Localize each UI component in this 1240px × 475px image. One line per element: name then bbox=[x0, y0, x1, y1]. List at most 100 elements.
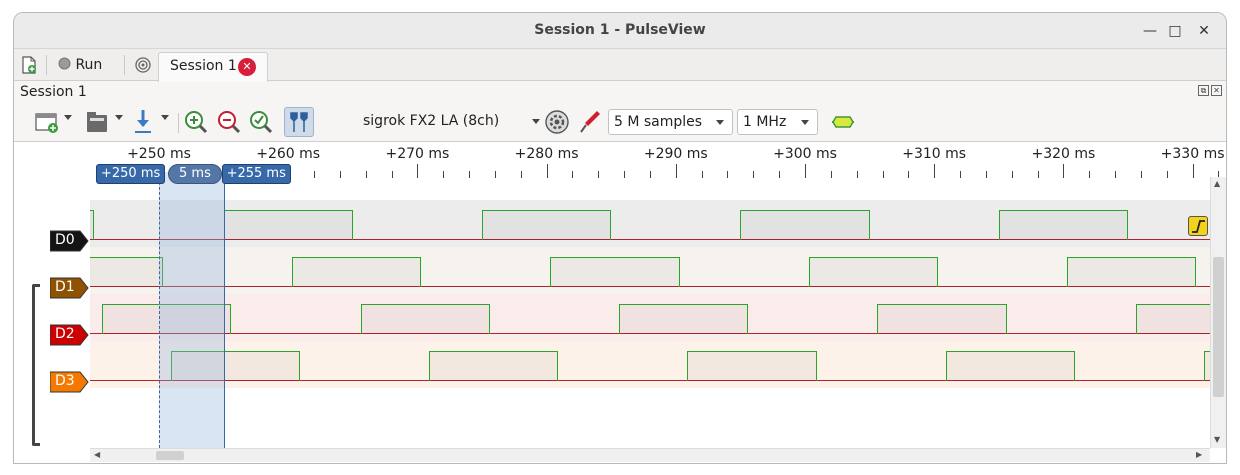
trace-area[interactable] bbox=[90, 192, 1210, 448]
pulse-high bbox=[1135, 304, 1210, 334]
ruler-tick bbox=[856, 171, 858, 178]
device-selector[interactable]: sigrok FX2 LA (8ch) bbox=[350, 109, 540, 135]
channel-name: D0 bbox=[55, 232, 75, 248]
zoom-fit-icon[interactable] bbox=[248, 108, 274, 136]
trigger-rising-edge-icon[interactable] bbox=[1188, 216, 1208, 236]
add-view-icon[interactable] bbox=[34, 108, 60, 136]
chevron-down-icon[interactable] bbox=[161, 115, 169, 120]
ruler-tick bbox=[753, 171, 755, 178]
cursor-width-flag[interactable]: 5 ms bbox=[168, 164, 222, 184]
session-label: Session 1 bbox=[20, 84, 87, 100]
cursor-left-flag[interactable]: +250 ms bbox=[96, 164, 166, 184]
close-circle-icon[interactable]: ✕ bbox=[238, 58, 256, 76]
zoom-in-icon[interactable] bbox=[183, 108, 209, 136]
samplerate-value: 1 MHz bbox=[743, 114, 787, 130]
low-level-line bbox=[90, 380, 1210, 381]
ruler-tick bbox=[469, 171, 471, 178]
samples-select[interactable]: 5 M samples bbox=[608, 109, 733, 135]
ruler-tick bbox=[598, 171, 600, 178]
ruler-tick bbox=[365, 171, 367, 178]
decoder-icon[interactable] bbox=[830, 108, 856, 136]
session-dock-header: Session 1 ⧉ ✕ bbox=[14, 81, 1226, 103]
session-tab-bar: Run Session 1 ✕ bbox=[14, 49, 1226, 82]
channel-label-d1[interactable]: D1 bbox=[50, 277, 90, 299]
channel-name: D1 bbox=[55, 279, 75, 295]
pulse-high bbox=[223, 210, 353, 240]
ruler-label: +270 ms bbox=[385, 146, 450, 162]
trace-lane-d0[interactable] bbox=[90, 200, 1210, 247]
tab-label: Session 1 bbox=[170, 58, 237, 74]
maximize-icon[interactable]: □ bbox=[1168, 23, 1182, 39]
pulse-high bbox=[618, 304, 749, 334]
run-button[interactable]: Run bbox=[58, 53, 102, 77]
download-icon[interactable] bbox=[132, 108, 154, 136]
channel-header-column: D0 D1 D2 D3 bbox=[14, 192, 90, 448]
scroll-up-icon[interactable]: ▲ bbox=[1214, 179, 1221, 188]
pulse-high bbox=[170, 351, 300, 381]
trace-lane-d2[interactable] bbox=[90, 294, 1210, 341]
horizontal-scroll-thumb[interactable] bbox=[156, 451, 184, 460]
cursor-right-flag[interactable]: +255 ms bbox=[221, 164, 291, 184]
channel-tag-shape bbox=[50, 324, 89, 346]
samples-value: 5 M samples bbox=[614, 114, 703, 130]
toolbar-separator bbox=[178, 113, 179, 133]
ruler-tick bbox=[805, 164, 806, 178]
close-icon[interactable]: ✕ bbox=[1198, 23, 1210, 39]
pulse-high bbox=[550, 257, 680, 287]
ruler-tick bbox=[830, 171, 832, 178]
main-toolbar: sigrok FX2 LA (8ch) 5 M samples 1 MHz bbox=[14, 103, 1226, 141]
tab-session-1[interactable]: Session 1 ✕ bbox=[158, 52, 268, 82]
vertical-scrollbar[interactable]: ▲ ▼ bbox=[1210, 177, 1226, 448]
horizontal-scrollbar[interactable]: ◀ ▶ bbox=[90, 448, 1210, 462]
scroll-down-icon[interactable]: ▼ bbox=[1214, 435, 1221, 444]
pulse-high bbox=[687, 351, 817, 381]
record-dot-icon bbox=[58, 57, 71, 70]
zoom-out-icon[interactable] bbox=[216, 108, 242, 136]
trace-lane-d3[interactable] bbox=[90, 341, 1210, 388]
vertical-scroll-thumb[interactable] bbox=[1213, 257, 1224, 397]
ruler-tick bbox=[960, 171, 962, 178]
ruler-tick bbox=[649, 171, 651, 178]
scroll-right-icon[interactable]: ▶ bbox=[1196, 450, 1203, 459]
channel-label-d3[interactable]: D3 bbox=[50, 371, 90, 393]
float-icon[interactable]: ⧉ bbox=[1198, 85, 1209, 96]
channel-label-d0[interactable]: D0 bbox=[50, 230, 90, 252]
open-file-icon[interactable] bbox=[84, 108, 110, 136]
ruler-tick bbox=[520, 171, 522, 178]
cursors-button[interactable] bbox=[284, 107, 314, 137]
pulseview-window: Session 1 - PulseView — □ ✕ Run Session … bbox=[13, 12, 1227, 464]
ruler-tick bbox=[882, 171, 884, 178]
target-icon[interactable] bbox=[135, 57, 151, 81]
pulse-high bbox=[90, 257, 163, 287]
ruler-label: +250 ms bbox=[127, 146, 191, 162]
minimize-icon[interactable]: — bbox=[1143, 23, 1157, 39]
ruler-tick bbox=[1089, 171, 1091, 178]
ruler-tick bbox=[1218, 171, 1220, 178]
dock-close-icon[interactable]: ✕ bbox=[1211, 85, 1222, 96]
cursor-selection-region[interactable] bbox=[159, 172, 224, 448]
scroll-left-icon[interactable]: ◀ bbox=[94, 450, 101, 459]
samplerate-select[interactable]: 1 MHz bbox=[737, 109, 818, 135]
probe-icon[interactable] bbox=[578, 108, 602, 136]
pulse-high bbox=[292, 257, 422, 287]
cursor-left-line[interactable] bbox=[159, 172, 160, 448]
channel-label-d2[interactable]: D2 bbox=[50, 324, 90, 346]
cursors-icon bbox=[290, 112, 308, 132]
ruler-label: +260 ms bbox=[256, 146, 321, 162]
config-gear-icon[interactable] bbox=[544, 108, 570, 136]
pulse-high bbox=[1067, 257, 1197, 287]
chevron-down-icon bbox=[716, 120, 724, 125]
time-ruler[interactable]: +250 ms +260 ms +270 ms +280 ms +290 ms +300 … bbox=[90, 142, 1225, 192]
ruler-tick bbox=[779, 171, 781, 178]
cursor-right-line[interactable] bbox=[223, 172, 225, 448]
ruler-tick bbox=[1115, 171, 1117, 178]
chevron-down-icon[interactable] bbox=[64, 115, 72, 120]
chevron-down-icon[interactable] bbox=[115, 115, 123, 120]
new-document-icon[interactable] bbox=[21, 56, 37, 80]
trace-lane-d1[interactable] bbox=[90, 247, 1210, 294]
ruler-label: +330 ms bbox=[1160, 146, 1225, 162]
channel-tag-shape bbox=[50, 371, 89, 393]
ruler-tick bbox=[727, 171, 729, 178]
ruler-label: +300 ms bbox=[773, 146, 837, 162]
ruler-tick bbox=[1166, 171, 1168, 178]
